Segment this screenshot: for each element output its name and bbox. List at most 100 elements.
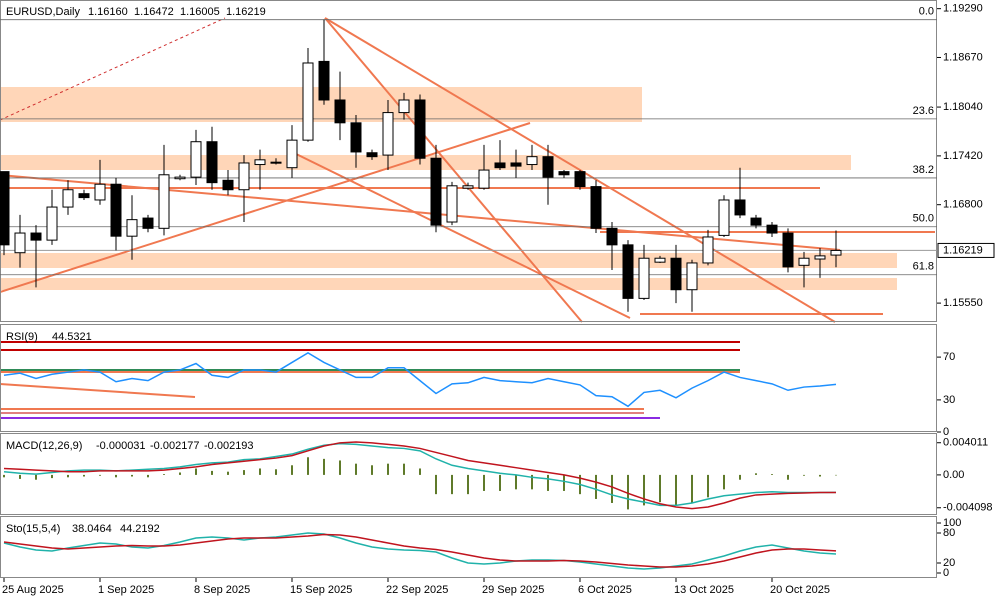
indicator-line — [3, 351, 837, 408]
macd-bar — [675, 474, 677, 506]
macd-bar — [179, 472, 181, 475]
candle-body — [174, 176, 186, 180]
indicator-value: 1.16160 — [88, 6, 128, 18]
trend-line — [324, 17, 583, 323]
macd-bar — [419, 468, 421, 475]
candle-body — [494, 162, 506, 169]
indicator-value: -0.002177 — [150, 440, 200, 452]
macd-bar — [531, 474, 533, 490]
macd-bar — [707, 474, 709, 498]
candle-body — [350, 122, 362, 153]
fibo-label: 38.2 — [913, 164, 934, 176]
macd-bar — [291, 465, 293, 475]
trend-line — [0, 122, 531, 293]
indicator-value: 1.16005 — [180, 6, 220, 18]
x-tick-label: 20 Oct 2025 — [770, 584, 830, 596]
macd-bar — [147, 474, 149, 478]
macd-bar — [35, 474, 37, 480]
current-price-label: 1.16219 — [943, 244, 983, 256]
macd-bar — [323, 458, 325, 475]
panel-frame — [0, 516, 937, 578]
candle-body — [254, 159, 266, 166]
x-tick-label: 1 Sep 2025 — [98, 584, 154, 596]
candle-body — [638, 257, 650, 299]
macd-bar — [691, 474, 693, 503]
indicator-value: 38.0464 — [72, 523, 112, 535]
macd-bar — [739, 474, 741, 480]
x-tick-label: 15 Sep 2025 — [290, 584, 352, 596]
macd-bar — [723, 474, 725, 490]
panel-frame — [0, 0, 937, 322]
candle-body — [590, 186, 602, 229]
y-tick-label: -0.004098 — [943, 502, 993, 514]
candle-body — [94, 183, 106, 201]
x-tick-label: 8 Sep 2025 — [194, 584, 250, 596]
fibo-label: 0.0 — [919, 6, 934, 18]
y-tick-label: 1.18040 — [943, 101, 983, 113]
indicator-title: Sto(15,5,4) — [6, 523, 60, 535]
macd-bar — [99, 474, 101, 476]
y-tick-label: 1.18670 — [943, 51, 983, 63]
panel-frame — [0, 433, 937, 515]
macd-bar — [595, 474, 597, 499]
candle-body — [462, 185, 474, 189]
candle-body — [654, 257, 666, 263]
candle-body — [78, 193, 90, 199]
candle-body — [126, 219, 138, 237]
y-tick-label: 30 — [943, 394, 955, 406]
indicator-line — [3, 532, 837, 570]
candle-body — [510, 162, 522, 167]
candle-body — [206, 141, 218, 184]
macd-bar — [643, 474, 645, 506]
candle-body — [670, 257, 682, 291]
macd-bar — [275, 469, 277, 475]
indicator-value: 44.5321 — [52, 331, 92, 343]
candle-body — [158, 174, 170, 229]
macd-bar — [819, 474, 821, 477]
candle-body — [814, 255, 826, 260]
fibo-label: 61.8 — [913, 261, 934, 273]
candle-body — [734, 199, 746, 216]
macd-bar — [403, 463, 405, 475]
y-tick-label: 1.19290 — [943, 3, 983, 15]
macd-bar — [659, 474, 661, 503]
candle-body — [366, 152, 378, 158]
macd-bar — [131, 474, 133, 477]
candle-body — [334, 99, 346, 124]
y-tick-label: 0.00 — [943, 469, 964, 481]
y-tick-label: 70 — [943, 351, 955, 363]
macd-bar — [627, 474, 629, 510]
y-tick-label: 80 — [943, 527, 955, 539]
indicator-title: MACD(12,26,9) — [6, 440, 82, 452]
macd-bar — [547, 474, 549, 491]
y-tick-label: 1.17420 — [943, 150, 983, 162]
y-tick-label: 0 — [943, 426, 949, 438]
macd-bar — [611, 474, 613, 503]
current-price-box — [937, 242, 995, 258]
y-tick-label: 20 — [943, 557, 955, 569]
indicator-value: -0.002193 — [204, 440, 254, 452]
macd-bar — [163, 474, 165, 475]
candle-body — [46, 206, 58, 241]
candle-body — [318, 60, 330, 101]
macd-bar — [243, 470, 245, 475]
macd-bar — [467, 474, 469, 495]
indicator-value: 44.2192 — [120, 523, 160, 535]
candle-body — [14, 232, 26, 254]
candle-body — [718, 199, 730, 236]
macd-bar — [3, 474, 5, 478]
y-tick-label: 0.004011 — [943, 437, 988, 449]
indicator-value: -0.000031 — [96, 440, 146, 452]
macd-bar — [755, 473, 757, 475]
macd-bar — [483, 474, 485, 491]
macd-bar — [515, 474, 517, 490]
macd-bar — [19, 474, 21, 479]
zone — [0, 253, 897, 268]
macd-bar — [307, 457, 309, 475]
candle-body — [382, 112, 394, 156]
macd-bar — [259, 468, 261, 475]
candle-body — [414, 99, 426, 159]
x-tick-label: 13 Oct 2025 — [674, 584, 734, 596]
